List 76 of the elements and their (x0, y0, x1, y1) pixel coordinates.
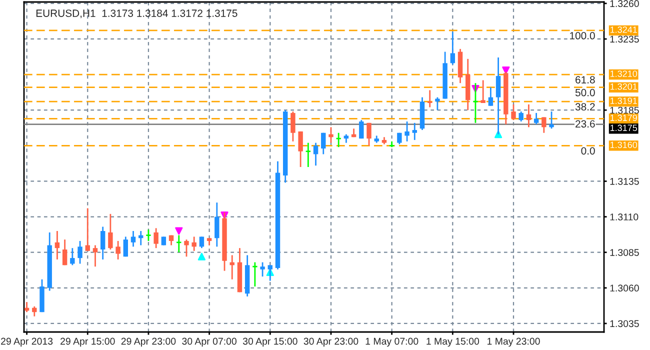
annotation: 50.0 (575, 88, 595, 96)
candlestick (32, 306, 37, 318)
candlestick (108, 213, 113, 250)
candlestick (412, 122, 417, 141)
candlestick (305, 142, 312, 168)
candlestick (70, 247, 75, 266)
x-tick-label: 29 Apr 2013 (1, 338, 53, 347)
candlestick (366, 122, 372, 146)
candlestick (260, 262, 265, 278)
candlestick (85, 208, 90, 252)
candlestick (252, 262, 258, 288)
point (502, 66, 510, 74)
candlestick (199, 236, 204, 249)
candlestick (427, 89, 432, 108)
candlestick (435, 96, 440, 111)
candlestick (328, 126, 334, 144)
ref-line-label: 1.3201 (610, 83, 637, 90)
x-tick-label: 1 May 15:00 (426, 338, 480, 347)
candlestick (92, 244, 98, 268)
y-tick-label: 1.3110 (610, 214, 638, 220)
candlestick (313, 142, 318, 166)
candlestick (78, 240, 82, 264)
text: EURUSD,H1 1.3173 1.3184 1.3172 1.3175 (36, 10, 238, 18)
annotation: 23.6 (576, 120, 595, 128)
annotation: 38.2 (575, 103, 595, 110)
candlestick (526, 104, 532, 128)
candlestick (450, 31, 456, 66)
candlestick (192, 236, 196, 252)
x-tick-label: 30 Apr 15:00 (242, 338, 298, 347)
ref-line-label: 1.3160 (610, 142, 638, 148)
candlestick (176, 234, 182, 254)
candlestick (290, 110, 296, 142)
candlestick (100, 226, 106, 260)
ref-line-label: 1.3179 (610, 114, 637, 122)
candlestick (62, 238, 68, 266)
x-tick-label: 29 Apr 15:00 (60, 338, 115, 347)
candlestick (130, 230, 136, 248)
candlestick (54, 230, 60, 260)
y-tick-label: 1.3185 (610, 106, 639, 114)
y-tick-label: 1.3135 (610, 178, 639, 185)
y-tick-label: 1.3035 (610, 320, 639, 328)
candlestick (534, 112, 539, 126)
annotation: 100.0 (570, 32, 595, 40)
annotation: 61.8 (576, 76, 595, 84)
y-tick-label: 1.3085 (610, 249, 639, 256)
y-tick-label: 1.3235 (610, 36, 639, 43)
point (175, 227, 183, 235)
candlestick (154, 227, 158, 249)
ref-line-label: 1.3210 (610, 70, 638, 77)
candlestick (123, 236, 128, 258)
ref-line-label: 1.3241 (610, 26, 637, 33)
annotation: 0.0 (581, 147, 595, 155)
candlestick (518, 110, 524, 122)
candlestick (511, 104, 516, 121)
candlestick (268, 264, 273, 282)
y-tick-label: 1.3060 (610, 284, 639, 292)
candlestick (214, 202, 220, 248)
ref-line-label: 1.3175 (610, 124, 638, 132)
candlestick (480, 80, 486, 104)
candlestick (359, 119, 364, 140)
candlestick (549, 110, 554, 130)
x-tick-label: 30 Apr 23:00 (304, 338, 358, 347)
y-tick-label: 1.3260 (610, 0, 639, 8)
point (198, 252, 206, 260)
x-tick-label: 30 Apr 07:00 (182, 338, 236, 347)
candlestick (321, 132, 326, 155)
x-tick-label: 1 May 23:00 (487, 338, 540, 347)
x-tick-label: 29 Apr 23:00 (121, 338, 176, 347)
candlestick (116, 240, 120, 260)
candlestick (542, 116, 546, 134)
ref-line-label: 1.3191 (610, 98, 637, 104)
candlestick (298, 130, 303, 168)
x-tick-label: 1 May 07:00 (366, 338, 418, 347)
candlestick (184, 238, 189, 258)
candlestick (404, 120, 410, 142)
candlestick (488, 86, 494, 107)
